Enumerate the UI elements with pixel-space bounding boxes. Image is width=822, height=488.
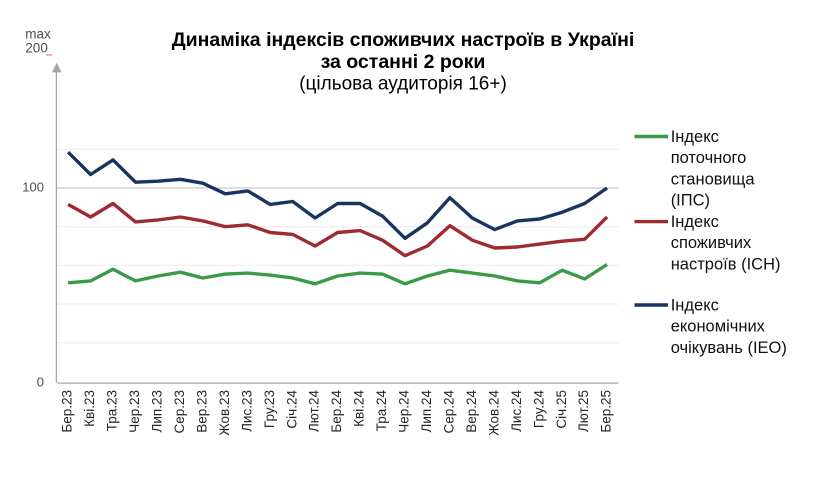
- svg-text:100: 100: [22, 180, 44, 195]
- svg-text:Індекс: Індекс: [671, 128, 719, 146]
- svg-text:(ІПС): (ІПС): [671, 192, 710, 210]
- svg-text:Тра.23: Тра.23: [105, 390, 120, 431]
- svg-text:Лис.23: Лис.23: [239, 390, 254, 432]
- svg-text:очікувань (ІЕО): очікувань (ІЕО): [671, 339, 787, 357]
- svg-text:Гру.23: Гру.23: [262, 390, 277, 428]
- svg-text:Лип.23: Лип.23: [149, 390, 164, 432]
- svg-text:Бер.24: Бер.24: [329, 390, 344, 433]
- svg-text:max: max: [25, 27, 51, 42]
- svg-text:економічних: економічних: [671, 318, 766, 336]
- svg-text:Січ.25: Січ.25: [554, 390, 569, 429]
- svg-text:Індекс: Індекс: [671, 297, 719, 315]
- svg-text:Гру.24: Гру.24: [531, 390, 546, 429]
- svg-text:Кві.24: Кві.24: [352, 390, 367, 427]
- svg-text:становища: становища: [671, 170, 756, 188]
- svg-text:Сер.23: Сер.23: [172, 390, 187, 434]
- svg-text:за останні 2 роки: за останні 2 роки: [321, 51, 486, 73]
- svg-text:0: 0: [37, 375, 44, 390]
- svg-text:Лис.24: Лис.24: [509, 390, 524, 432]
- svg-text:Сер.24: Сер.24: [441, 390, 456, 434]
- svg-text:споживчих: споживчих: [671, 234, 752, 252]
- svg-text:поточного: поточного: [671, 149, 747, 167]
- svg-text:Вер.24: Вер.24: [464, 390, 479, 433]
- svg-text:Вер.23: Вер.23: [194, 390, 209, 433]
- svg-text:Бер.23: Бер.23: [60, 390, 75, 433]
- svg-text:Тра.24: Тра.24: [374, 390, 389, 432]
- svg-text:200: 200: [25, 41, 48, 56]
- svg-text:Бер.25: Бер.25: [599, 390, 614, 433]
- svg-text:Динаміка індексів споживчих на: Динаміка індексів споживчих настроїв в У…: [172, 29, 635, 51]
- svg-text:Лют.24: Лют.24: [307, 390, 322, 433]
- svg-text:Чер.23: Чер.23: [127, 390, 142, 433]
- svg-text:Лип.24: Лип.24: [419, 390, 434, 433]
- svg-text:Індекс: Індекс: [671, 213, 719, 231]
- svg-text:настроїв (ІСН): настроїв (ІСН): [671, 255, 781, 273]
- svg-text:Лют.25: Лют.25: [576, 390, 591, 432]
- svg-text:Січ.24: Січ.24: [284, 390, 299, 429]
- svg-text:Чер.24: Чер.24: [397, 390, 412, 433]
- svg-text:Кві.23: Кві.23: [82, 390, 97, 427]
- svg-text:Жов.23: Жов.23: [217, 390, 232, 436]
- svg-text:Жов.24: Жов.24: [486, 390, 501, 436]
- svg-text:(цільова аудиторія 16+): (цільова аудиторія 16+): [299, 74, 507, 95]
